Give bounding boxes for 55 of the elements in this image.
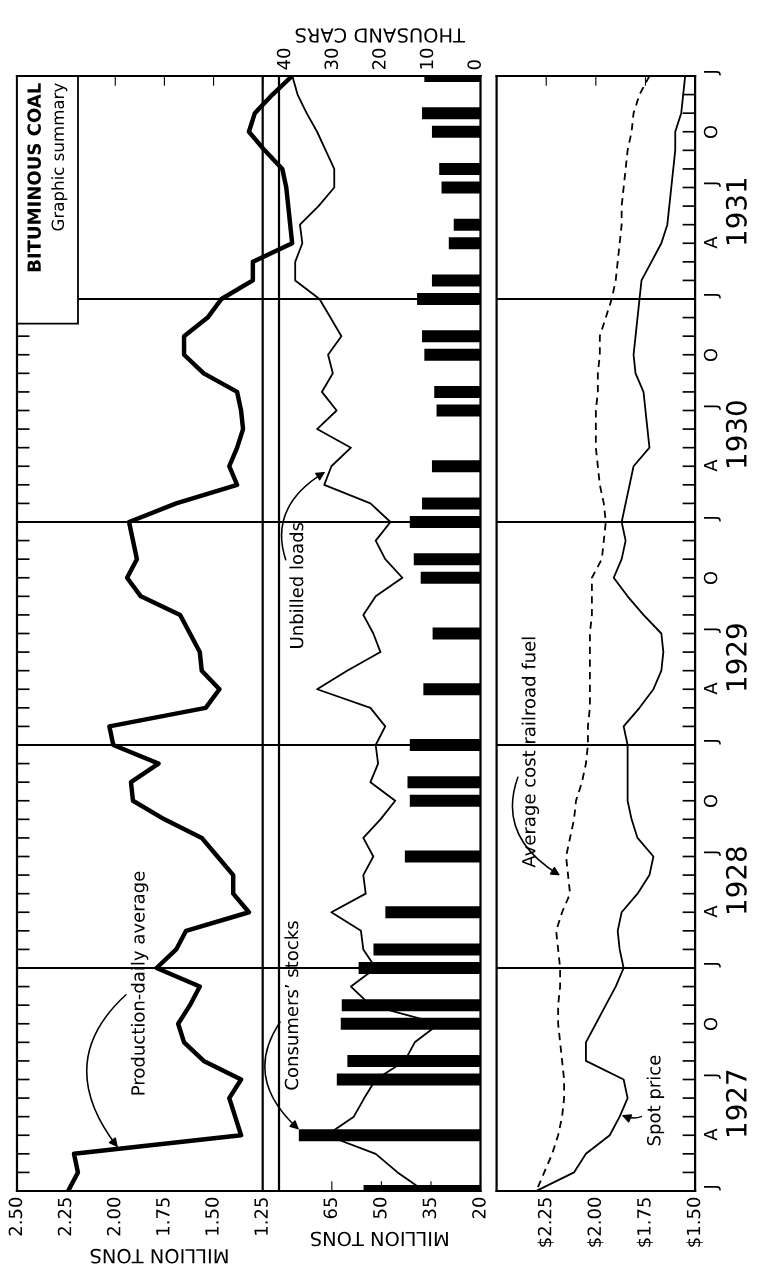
x2-tick-label: 20: [372, 48, 386, 70]
x-tick-label: 2.25: [57, 1198, 72, 1236]
y-tick-label: A: [703, 682, 718, 695]
x-tick-label: $1.50: [686, 1197, 703, 1247]
text: 1931: [725, 178, 747, 244]
x-tick-label: 65: [323, 1198, 338, 1219]
text: Consumers’ stocks: [284, 921, 299, 1090]
y-tick-label: J: [703, 739, 721, 745]
y-tick-label: J: [703, 70, 721, 76]
text: 1930: [725, 401, 747, 467]
y-tick-label: O: [703, 571, 718, 585]
x-axis-title: MILLION TONS: [90, 1248, 228, 1264]
y-tick-label: J: [703, 962, 721, 968]
x-tick-label: 1.25: [254, 1198, 268, 1235]
y-tick-label: J: [703, 293, 721, 299]
x2-tick-label: 30: [324, 48, 339, 70]
y-tick-label: O: [703, 125, 718, 139]
y-tick-label: A: [703, 905, 718, 918]
x-tick-label: $2.25: [537, 1198, 554, 1247]
y-tick-label: J: [703, 516, 721, 522]
x-tick-label: 2.50: [8, 1197, 23, 1236]
y-tick-label: J: [703, 851, 721, 856]
x-axis-title: MILLION TONS: [310, 1231, 448, 1247]
x2-axis-title: THOUSAND CARS: [295, 28, 466, 43]
y-tick-label: A: [703, 236, 718, 249]
x2-tick-label: 10: [419, 48, 434, 69]
x2-tick-label: 40: [276, 48, 291, 70]
text: 1929: [725, 624, 747, 690]
x-tick-label: 20: [472, 1197, 486, 1219]
y-tick-label: J: [703, 1074, 721, 1079]
x-tick-label: 2.00: [106, 1197, 121, 1236]
y-tick-label: J: [703, 182, 721, 187]
text: Graphic summary: [51, 83, 68, 231]
y-tick-label: A: [703, 459, 718, 472]
text: BITUMINOUS COAL: [27, 83, 41, 272]
y-tick-label: O: [703, 794, 718, 808]
x-tick-label: 1.75: [156, 1198, 170, 1235]
x-tick-label: $1.75: [636, 1198, 654, 1247]
x-tick-label: $2.00: [587, 1197, 604, 1247]
y-tick-label: J: [703, 405, 721, 410]
text: Average cost railroad fuel: [521, 637, 540, 868]
x2-tick-label: 0: [467, 60, 481, 70]
y-tick-label: J: [703, 628, 721, 633]
y-tick-label: O: [703, 348, 718, 362]
x-tick-label: 35: [422, 1198, 437, 1219]
x-tick-label: 50: [372, 1197, 387, 1219]
text: 1927: [725, 1070, 747, 1136]
text: Spot price: [646, 1055, 665, 1146]
y-tick-label: O: [703, 1017, 718, 1031]
text: 1928: [725, 847, 747, 913]
text: Production-daily average: [130, 871, 149, 1095]
y-tick-label: J: [703, 1185, 721, 1191]
text: Unbilled loads: [289, 522, 304, 648]
x-tick-label: 1.50: [205, 1197, 219, 1235]
y-tick-label: A: [703, 1128, 718, 1141]
